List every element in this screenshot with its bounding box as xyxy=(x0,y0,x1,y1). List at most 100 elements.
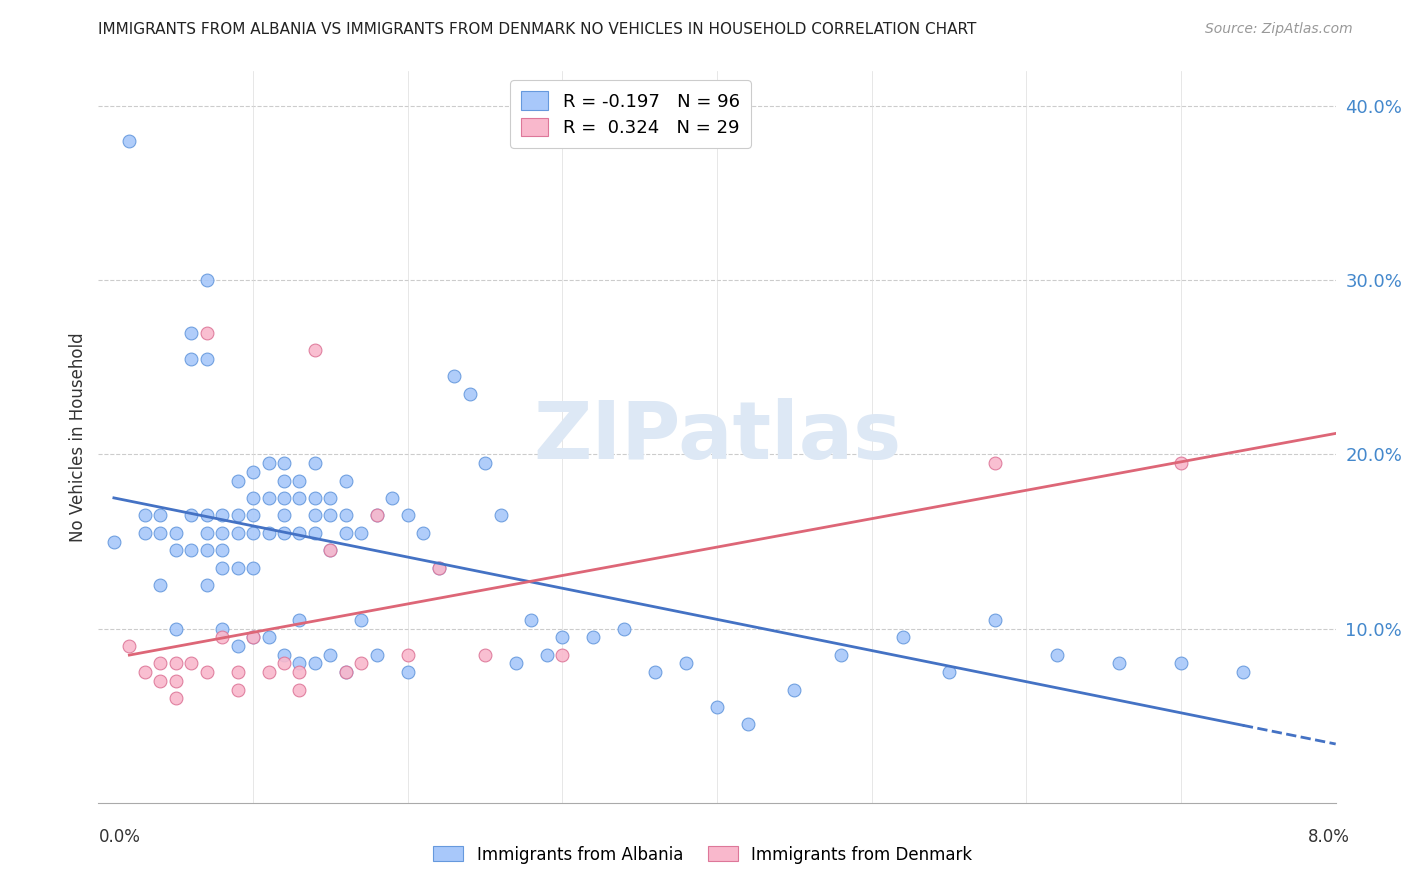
Point xyxy=(165,691,187,706)
Point xyxy=(257,665,280,680)
Text: Source: ZipAtlas.com: Source: ZipAtlas.com xyxy=(1205,22,1353,37)
Point xyxy=(149,673,172,688)
Point xyxy=(211,631,233,645)
Point xyxy=(242,560,264,574)
Point xyxy=(335,665,357,680)
Point xyxy=(288,613,311,627)
Point xyxy=(412,525,434,540)
Point xyxy=(195,525,218,540)
Point xyxy=(273,491,295,505)
Point xyxy=(830,648,852,662)
Point xyxy=(304,657,326,671)
Point xyxy=(165,543,187,558)
Point xyxy=(134,508,156,523)
Point xyxy=(335,508,357,523)
Y-axis label: No Vehicles in Household: No Vehicles in Household xyxy=(69,332,87,542)
Point xyxy=(288,665,311,680)
Point xyxy=(366,508,388,523)
Point xyxy=(180,543,202,558)
Point xyxy=(195,326,218,340)
Point xyxy=(366,648,388,662)
Point xyxy=(304,525,326,540)
Point xyxy=(226,560,249,574)
Point xyxy=(350,657,373,671)
Point xyxy=(226,508,249,523)
Point xyxy=(1046,648,1069,662)
Point xyxy=(273,508,295,523)
Point xyxy=(335,525,357,540)
Point xyxy=(613,622,636,636)
Text: 0.0%: 0.0% xyxy=(98,828,141,846)
Point xyxy=(474,648,496,662)
Legend: Immigrants from Albania, Immigrants from Denmark: Immigrants from Albania, Immigrants from… xyxy=(427,839,979,871)
Point xyxy=(180,351,202,366)
Point xyxy=(211,543,233,558)
Point xyxy=(242,491,264,505)
Point xyxy=(273,525,295,540)
Point xyxy=(195,543,218,558)
Point xyxy=(304,456,326,470)
Point xyxy=(242,465,264,479)
Point xyxy=(675,657,697,671)
Point xyxy=(134,665,156,680)
Point xyxy=(737,717,759,731)
Point xyxy=(211,508,233,523)
Point xyxy=(427,560,450,574)
Point xyxy=(211,525,233,540)
Point xyxy=(984,613,1007,627)
Point xyxy=(226,639,249,653)
Legend: R = -0.197   N = 96, R =  0.324   N = 29: R = -0.197 N = 96, R = 0.324 N = 29 xyxy=(510,80,751,148)
Point xyxy=(288,682,311,697)
Point xyxy=(304,508,326,523)
Point xyxy=(242,525,264,540)
Point xyxy=(396,665,419,680)
Point xyxy=(1108,657,1130,671)
Point xyxy=(118,639,141,653)
Point xyxy=(783,682,806,697)
Point xyxy=(304,491,326,505)
Point xyxy=(273,474,295,488)
Point xyxy=(1170,456,1192,470)
Point xyxy=(242,631,264,645)
Point xyxy=(165,657,187,671)
Point xyxy=(180,326,202,340)
Point xyxy=(165,525,187,540)
Text: ZIPatlas: ZIPatlas xyxy=(533,398,901,476)
Point xyxy=(288,525,311,540)
Point xyxy=(257,456,280,470)
Point xyxy=(366,508,388,523)
Point xyxy=(381,491,404,505)
Point xyxy=(304,343,326,357)
Point xyxy=(319,543,342,558)
Point xyxy=(551,631,574,645)
Point xyxy=(335,474,357,488)
Point xyxy=(226,665,249,680)
Point xyxy=(242,508,264,523)
Point xyxy=(195,273,218,287)
Point xyxy=(149,657,172,671)
Point xyxy=(288,657,311,671)
Point xyxy=(551,648,574,662)
Point xyxy=(118,134,141,148)
Point xyxy=(242,631,264,645)
Point xyxy=(273,456,295,470)
Point xyxy=(582,631,605,645)
Point xyxy=(427,560,450,574)
Text: 8.0%: 8.0% xyxy=(1308,828,1350,846)
Point xyxy=(165,622,187,636)
Point xyxy=(891,631,914,645)
Point xyxy=(257,491,280,505)
Point xyxy=(288,491,311,505)
Point xyxy=(149,525,172,540)
Point xyxy=(489,508,512,523)
Point xyxy=(319,508,342,523)
Point xyxy=(520,613,543,627)
Point xyxy=(938,665,960,680)
Point xyxy=(505,657,527,671)
Point xyxy=(103,534,125,549)
Point xyxy=(180,508,202,523)
Point xyxy=(134,525,156,540)
Point xyxy=(319,543,342,558)
Point xyxy=(149,578,172,592)
Point xyxy=(644,665,666,680)
